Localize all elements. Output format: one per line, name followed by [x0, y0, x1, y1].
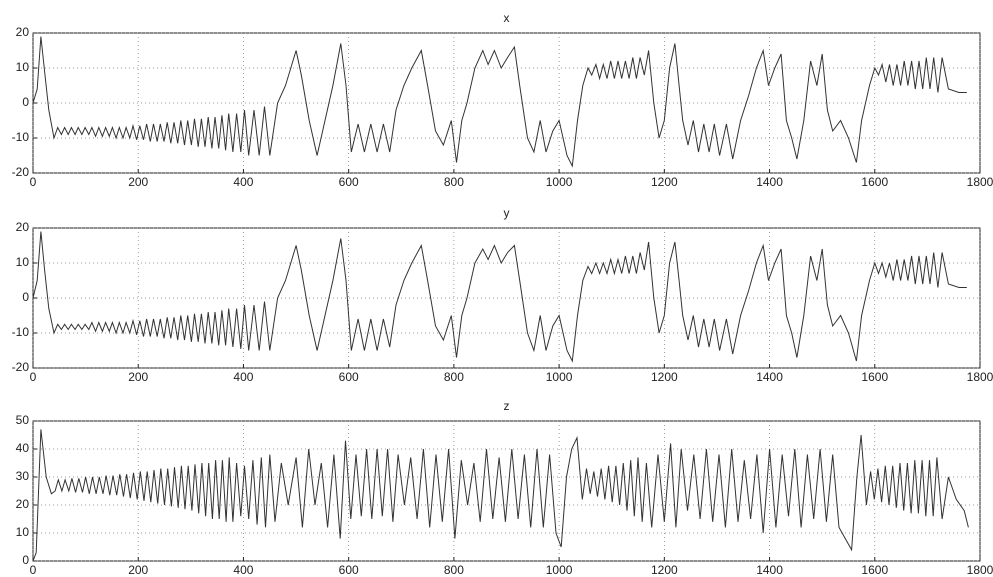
x-tick-label: 1000 — [546, 370, 573, 384]
x-tick-label: 200 — [128, 370, 148, 384]
y-tick-label: 0 — [22, 95, 29, 109]
y-tick-label: 10 — [16, 60, 30, 74]
x-tick-label: 1600 — [861, 563, 888, 577]
x-tick-label: 1200 — [651, 563, 678, 577]
x-tick-label: 1800 — [967, 175, 993, 189]
y-tick-label: 30 — [16, 469, 30, 483]
y-tick-label: 10 — [16, 525, 30, 539]
y-tick-label: 20 — [16, 25, 30, 39]
y-tick-label: 0 — [22, 290, 29, 304]
figure: x-20-10010200200400600800100012001400160… — [0, 0, 993, 577]
x-tick-label: 800 — [444, 563, 464, 577]
x-tick-label: 0 — [30, 370, 37, 384]
x-tick-label: 0 — [30, 563, 37, 577]
x-tick-label: 600 — [339, 370, 359, 384]
x-tick-label: 1400 — [756, 175, 783, 189]
x-tick-label: 1400 — [756, 370, 783, 384]
x-tick-label: 1600 — [861, 370, 888, 384]
x-tick-label: 600 — [339, 175, 359, 189]
y-tick-label: 0 — [22, 553, 29, 567]
x-tick-label: 1000 — [546, 563, 573, 577]
x-tick-label: 400 — [233, 563, 253, 577]
x-tick-label: 400 — [233, 175, 253, 189]
data-line — [33, 37, 967, 167]
x-tick-label: 200 — [128, 563, 148, 577]
y-tick-label: 20 — [16, 497, 30, 511]
x-tick-label: 1000 — [546, 175, 573, 189]
y-tick-label: 50 — [16, 413, 30, 427]
x-tick-label: 1800 — [967, 370, 993, 384]
chart-title: y — [504, 206, 510, 220]
chart-title: x — [504, 11, 510, 25]
x-tick-label: 200 — [128, 175, 148, 189]
x-tick-label: 1200 — [651, 175, 678, 189]
x-tick-label: 400 — [233, 370, 253, 384]
y-tick-label: -20 — [12, 360, 30, 374]
y-tick-label: 40 — [16, 441, 30, 455]
x-tick-label: 0 — [30, 175, 37, 189]
y-tick-label: 20 — [16, 220, 30, 234]
x-tick-label: 800 — [444, 175, 464, 189]
x-tick-label: 600 — [339, 563, 359, 577]
data-line — [33, 232, 967, 362]
y-tick-label: -10 — [12, 325, 30, 339]
x-tick-label: 800 — [444, 370, 464, 384]
x-tick-label: 1200 — [651, 370, 678, 384]
y-tick-label: -20 — [12, 165, 30, 179]
y-tick-label: -10 — [12, 130, 30, 144]
x-tick-label: 1600 — [861, 175, 888, 189]
plot-frame — [33, 421, 980, 561]
x-tick-label: 1800 — [967, 563, 993, 577]
chart-title: z — [504, 399, 510, 413]
x-tick-label: 1400 — [756, 563, 783, 577]
y-tick-label: 10 — [16, 255, 30, 269]
